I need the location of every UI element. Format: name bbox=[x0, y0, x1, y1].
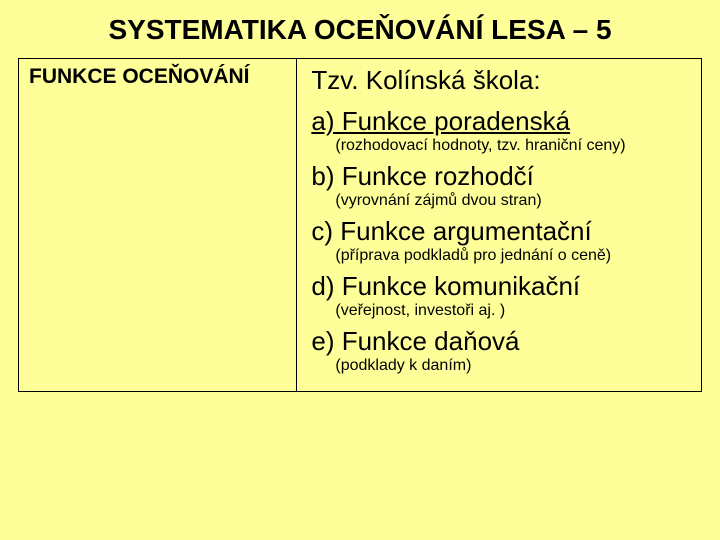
item-title: e) Funkce daňová bbox=[311, 326, 691, 357]
item-desc: (rozhodovací hodnoty, tzv. hraniční ceny… bbox=[335, 137, 691, 155]
item-title: d) Funkce komunikační bbox=[311, 271, 691, 302]
items-list: a) Funkce poradenská(rozhodovací hodnoty… bbox=[311, 106, 691, 375]
item-title: a) Funkce poradenská bbox=[311, 106, 691, 137]
right-content-cell: Tzv. Kolínská škola: a) Funkce poradensk… bbox=[297, 59, 701, 391]
slide: SYSTEMATIKA OCEŇOVÁNÍ LESA – 5 FUNKCE OC… bbox=[0, 0, 720, 540]
item-title: b) Funkce rozhodčí bbox=[311, 161, 691, 192]
item-title: c) Funkce argumentační bbox=[311, 216, 691, 247]
content-table: FUNKCE OCEŇOVÁNÍ Tzv. Kolínská škola: a)… bbox=[18, 58, 702, 392]
item-desc: (příprava podkladů pro jednání o ceně) bbox=[335, 247, 691, 265]
item-desc: (veřejnost, investoři aj. ) bbox=[335, 302, 691, 320]
item-desc: (podklady k daním) bbox=[335, 357, 691, 375]
subtitle: Tzv. Kolínská škola: bbox=[311, 65, 691, 96]
slide-title: SYSTEMATIKA OCEŇOVÁNÍ LESA – 5 bbox=[18, 14, 702, 46]
left-header-cell: FUNKCE OCEŇOVÁNÍ bbox=[19, 59, 297, 391]
item-desc: (vyrovnání zájmů dvou stran) bbox=[335, 192, 691, 210]
